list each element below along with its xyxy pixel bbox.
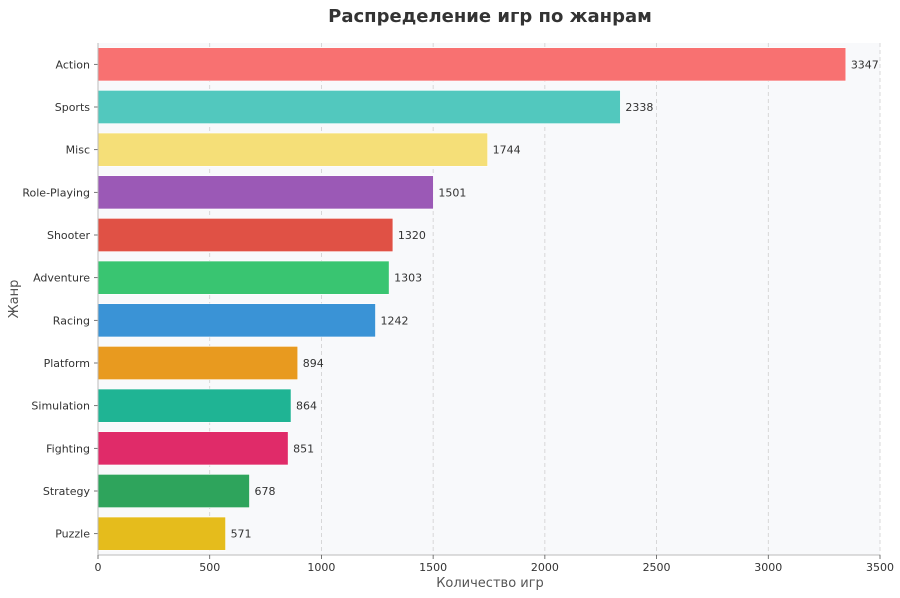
bar-sports bbox=[97, 90, 621, 124]
bar-misc bbox=[97, 132, 488, 167]
bar-fighting bbox=[97, 431, 289, 466]
y-tick-label: Shooter bbox=[47, 229, 90, 242]
bar-value-label: 1744 bbox=[493, 144, 521, 157]
bar-racing bbox=[97, 303, 376, 338]
x-tick-label: 2000 bbox=[531, 561, 559, 574]
y-tick-label: Adventure bbox=[33, 272, 90, 285]
x-tick-label: 2500 bbox=[643, 561, 671, 574]
bar-value-label: 1501 bbox=[438, 186, 466, 199]
plot-area: 3347 Action 2338 Sports 1744 Misc 1501 Role-Pla… bbox=[22, 43, 894, 574]
bar-value-label: 1242 bbox=[380, 314, 408, 327]
bar-value-label: 678 bbox=[254, 485, 275, 498]
y-tick-label: Fighting bbox=[46, 442, 90, 455]
bar-value-label: 864 bbox=[296, 400, 317, 413]
y-tick-label: Sports bbox=[55, 101, 91, 114]
bar-role-playing bbox=[97, 175, 434, 210]
plot-background bbox=[98, 43, 880, 555]
bar-value-label: 571 bbox=[231, 528, 252, 541]
y-tick-label: Racing bbox=[53, 314, 90, 327]
bar-value-label: 2338 bbox=[625, 101, 653, 114]
bar-shooter bbox=[97, 218, 394, 252]
bar-simulation bbox=[97, 388, 292, 423]
y-tick-label: Simulation bbox=[31, 400, 90, 413]
y-tick-label: Platform bbox=[44, 357, 90, 370]
bar-value-label: 3347 bbox=[851, 58, 879, 71]
bar-value-label: 1320 bbox=[398, 229, 426, 242]
y-tick-label: Role-Playing bbox=[22, 186, 90, 199]
bar-puzzle bbox=[97, 516, 226, 551]
x-tick-label: 0 bbox=[95, 561, 102, 574]
y-axis-label: Жанр bbox=[7, 280, 22, 319]
x-tick-label: 500 bbox=[199, 561, 220, 574]
chart-title: Распределение игр по жанрам bbox=[328, 6, 652, 27]
y-tick-label: Puzzle bbox=[55, 528, 90, 541]
x-axis-label: Количество игр bbox=[436, 576, 544, 591]
bar-value-label: 1303 bbox=[394, 272, 422, 285]
bar-value-label: 851 bbox=[293, 442, 314, 455]
bar-adventure bbox=[97, 260, 390, 295]
bar-value-label: 894 bbox=[303, 357, 324, 370]
y-tick-label: Misc bbox=[66, 144, 90, 157]
bar-platform bbox=[97, 346, 299, 380]
x-tick-label: 3000 bbox=[754, 561, 782, 574]
x-tick-label: 1000 bbox=[307, 561, 335, 574]
y-tick-label: Action bbox=[56, 58, 90, 71]
bar-strategy bbox=[97, 474, 250, 508]
y-tick-label: Strategy bbox=[43, 485, 91, 498]
bar-action bbox=[97, 47, 847, 82]
x-tick-label: 3500 bbox=[866, 561, 894, 574]
x-tick-label: 1500 bbox=[419, 561, 447, 574]
